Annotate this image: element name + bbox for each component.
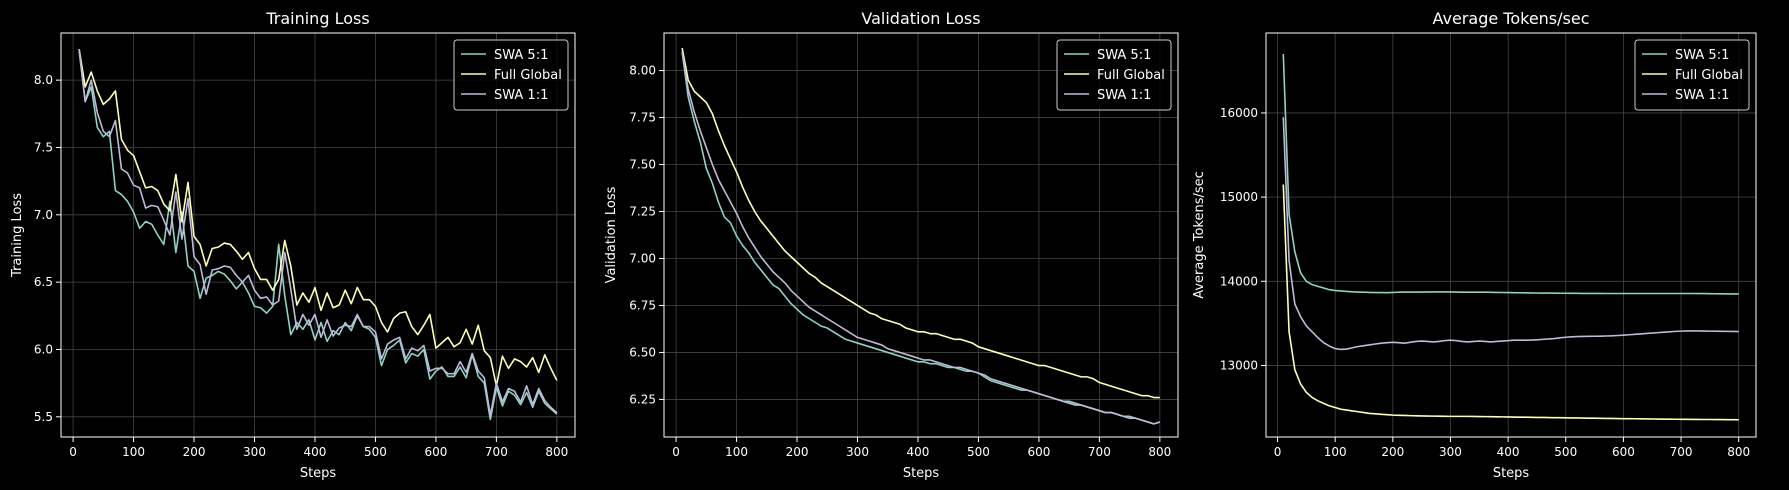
x-tick-label: 300: [243, 445, 266, 459]
y-tick-label: 16000: [1220, 106, 1258, 120]
legend-box: [1634, 39, 1750, 111]
x-tick-label: 500: [1554, 445, 1577, 459]
x-tick-label: 800: [1727, 445, 1750, 459]
x-tick-label: 800: [1148, 445, 1171, 459]
y-axis-label: Validation Loss: [604, 186, 619, 283]
legend-label: Full Global: [1675, 68, 1743, 83]
chart-training-loss: Training Loss Steps Training Loss 0 100 20…: [10, 9, 576, 481]
legend-label: Full Global: [1097, 68, 1165, 83]
chart-validation-loss: Validation Loss Steps Validation Loss 0 1…: [604, 9, 1179, 481]
y-tick-label: 14000: [1220, 274, 1258, 288]
x-axis-label: Steps: [903, 466, 940, 481]
legend-label: SWA 5:1: [1097, 48, 1151, 63]
y-tick-label: 7.75: [629, 111, 656, 125]
x-tick-label: 700: [1088, 445, 1111, 459]
series-line: [681, 47, 1160, 399]
legend-label: SWA 5:1: [494, 48, 548, 63]
legend-label: SWA 1:1: [494, 88, 548, 103]
y-axis-label: Average Tokens/sec: [1192, 171, 1207, 299]
y-tick-label: 8.0: [34, 73, 53, 87]
chart-title: Average Tokens/sec: [1432, 9, 1589, 28]
y-tick-label: 7.50: [629, 158, 656, 172]
y-tick-label: 7.00: [629, 251, 656, 265]
series-line: [681, 51, 1161, 425]
x-tick-label: 100: [725, 445, 748, 459]
x-tick-label: 200: [786, 445, 809, 459]
y-tick-label: 7.5: [34, 140, 53, 154]
y-tick-label: 6.0: [34, 342, 53, 356]
legend-box: [1056, 39, 1172, 111]
series-line: [1282, 184, 1739, 421]
axes-frame: [60, 32, 576, 438]
y-tick-label: 5.5: [34, 410, 53, 424]
series-line: [1282, 54, 1739, 295]
series-line: [78, 49, 558, 417]
y-tick-label: 7.25: [629, 205, 656, 219]
x-tick-label: 0: [672, 445, 680, 459]
x-tick-label: 0: [69, 445, 77, 459]
y-tick-label: 6.5: [34, 275, 53, 289]
y-tick-label: 6.50: [629, 345, 656, 359]
y-tick-label: 7.0: [34, 208, 53, 222]
chart-average-tokens-sec: Average Tokens/sec Steps Average Tokens/…: [1192, 9, 1757, 481]
x-tick-label: 200: [183, 445, 206, 459]
x-tick-label: 700: [485, 445, 508, 459]
x-tick-label: 300: [846, 445, 869, 459]
x-tick-label: 600: [1612, 445, 1635, 459]
legend-label: Full Global: [494, 68, 562, 83]
legend-box: [453, 39, 569, 111]
y-tick-label: 6.75: [629, 298, 656, 312]
y-tick-label: 13000: [1220, 358, 1258, 372]
legend-label: SWA 5:1: [1675, 48, 1729, 63]
x-tick-label: 0: [1274, 445, 1282, 459]
x-tick-label: 100: [122, 445, 145, 459]
x-tick-label: 600: [1027, 445, 1050, 459]
x-axis-label: Steps: [300, 466, 337, 481]
x-tick-label: 400: [907, 445, 930, 459]
y-tick-label: 15000: [1220, 190, 1258, 204]
x-tick-label: 800: [545, 445, 568, 459]
x-tick-label: 500: [967, 445, 990, 459]
legend-label: SWA 1:1: [1675, 88, 1729, 103]
axes-frame: [663, 32, 1179, 438]
x-tick-label: 400: [304, 445, 327, 459]
series-line: [78, 50, 558, 421]
chart-title: Training Loss: [265, 9, 369, 28]
legend-label: SWA 1:1: [1097, 88, 1151, 103]
x-tick-label: 100: [1324, 445, 1347, 459]
x-tick-label: 700: [1670, 445, 1693, 459]
x-tick-label: 400: [1497, 445, 1520, 459]
chart-title: Validation Loss: [861, 9, 980, 28]
x-axis-label: Steps: [1493, 466, 1530, 481]
y-tick-label: 8.00: [629, 64, 656, 78]
y-tick-label: 6.25: [629, 392, 656, 406]
x-tick-label: 600: [424, 445, 447, 459]
axes-frame: [1265, 32, 1757, 438]
x-tick-label: 500: [364, 445, 387, 459]
x-tick-label: 300: [1439, 445, 1462, 459]
series-line: [1282, 117, 1739, 351]
x-tick-label: 200: [1381, 445, 1404, 459]
y-axis-label: Training Loss: [10, 193, 25, 278]
series-line: [78, 49, 558, 387]
